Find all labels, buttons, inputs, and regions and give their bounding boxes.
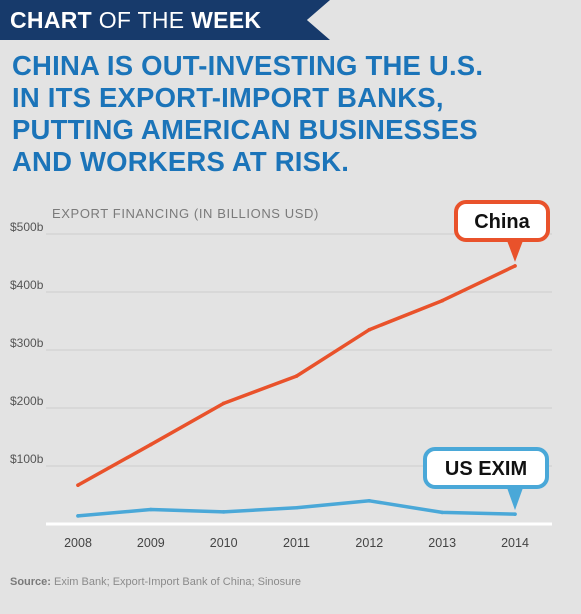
chart-of-the-week-banner: CHART OF THE WEEK: [0, 0, 330, 40]
data-point: [513, 264, 517, 268]
china-callout-pointer: [506, 238, 524, 262]
data-point: [294, 505, 299, 510]
y-tick-label: $300b: [10, 336, 44, 350]
y-tick-label: $200b: [10, 394, 44, 408]
data-point: [513, 512, 517, 516]
y-tick-label: $500b: [10, 220, 44, 234]
y-tick-label: $100b: [10, 452, 44, 466]
us-exim-callout-box: [423, 447, 549, 489]
x-tick-label: 2013: [428, 536, 456, 550]
data-point: [367, 327, 372, 332]
data-point: [76, 483, 80, 487]
headline: CHINA IS OUT-INVESTING THE U.S. IN ITS E…: [12, 50, 572, 178]
data-point: [76, 514, 80, 518]
headline-line: PUTTING AMERICAN BUSINESSES: [12, 114, 478, 145]
x-tick-label: 2010: [210, 536, 238, 550]
y-axis-title: EXPORT FINANCING (IN BILLIONS USD): [52, 206, 319, 221]
banner-word-of-the: OF THE: [92, 7, 192, 33]
data-point: [221, 510, 226, 514]
headline-line: AND WORKERS AT RISK.: [12, 146, 350, 177]
x-tick-label: 2014: [501, 536, 529, 550]
data-point: [294, 374, 299, 378]
us-exim-callout-pointer: [506, 485, 524, 511]
banner-word-week: WEEK: [191, 7, 262, 33]
x-tick-label: 2012: [355, 536, 383, 550]
banner-word-chart: CHART: [10, 7, 92, 33]
us-exim-callout-text: US EXIM: [445, 458, 527, 480]
data-point: [440, 510, 444, 515]
data-point: [149, 442, 153, 447]
data-point: [221, 401, 226, 406]
y-tick-label: $400b: [10, 278, 44, 292]
x-tick-label: 2009: [137, 536, 165, 550]
data-point: [367, 499, 372, 503]
china-callout-text: China: [474, 211, 530, 233]
x-tick-label: 2008: [64, 536, 92, 550]
headline-line: CHINA IS OUT-INVESTING THE U.S.: [12, 50, 484, 81]
x-tick-label: 2011: [283, 536, 310, 550]
source-note: Source: Exim Bank; Export-Import Bank of…: [10, 576, 301, 588]
headline-line: IN ITS EXPORT-IMPORT BANKS,: [12, 82, 444, 113]
source-text: Exim Bank; Export-Import Bank of China; …: [50, 576, 302, 588]
data-point: [149, 507, 153, 512]
source-label: Source:: [10, 576, 51, 588]
china-callout-box: [454, 200, 550, 242]
data-point: [440, 298, 444, 303]
